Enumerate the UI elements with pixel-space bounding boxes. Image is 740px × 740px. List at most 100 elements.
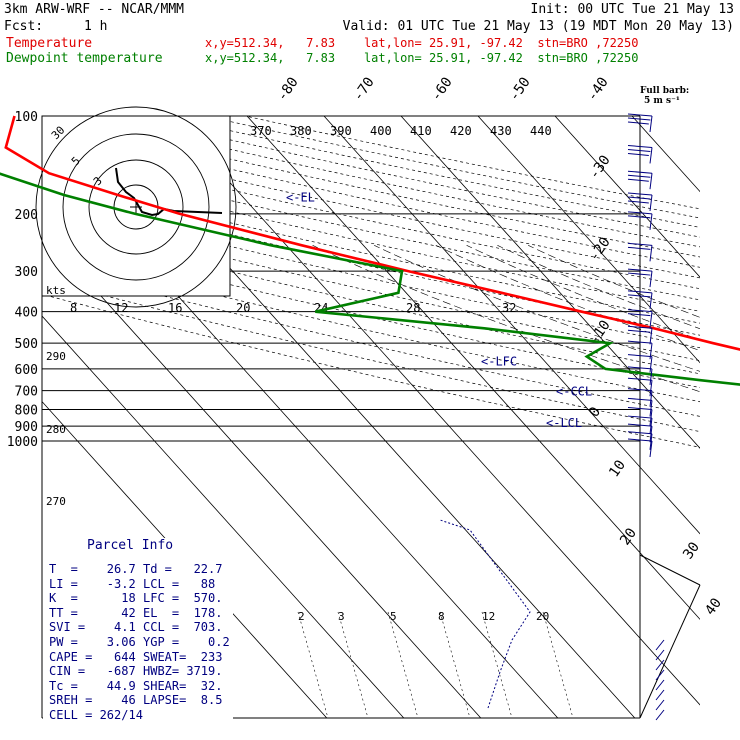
parcel-info-right: HWBZ= 3719. bbox=[143, 664, 223, 679]
parcel-info-right: YGP = 0.2 bbox=[143, 634, 230, 649]
isotherm-line bbox=[323, 116, 700, 535]
isotherm-label-right: 40 bbox=[702, 595, 725, 618]
moist-adiabat-line bbox=[466, 245, 700, 341]
isotherm-label-right: 30 bbox=[680, 539, 703, 562]
isotherm-label-top: -50 bbox=[506, 74, 534, 104]
skew-edge-line bbox=[639, 554, 701, 586]
parcel-info-right: SHEAR= 32. bbox=[143, 678, 223, 693]
temperature-field-label: Temperature bbox=[6, 36, 93, 51]
wind-barb-staff bbox=[655, 639, 665, 651]
mixing-ratio-label: 2 bbox=[298, 610, 305, 623]
wind-barb-staff bbox=[655, 659, 665, 671]
temperature-line bbox=[4, 115, 740, 351]
wind-barb-flag bbox=[627, 366, 653, 370]
barb-legend-line2: 5 m s⁻¹ bbox=[644, 96, 680, 106]
moist-adiabat-line bbox=[497, 245, 700, 330]
pressure-label: 900 bbox=[15, 420, 38, 435]
wind-barb-flag bbox=[627, 117, 651, 121]
parcel-info-row: Tc = 44.9 SHEAR= 32. bbox=[49, 679, 233, 694]
wind-barb-staff bbox=[649, 292, 653, 309]
parcel-info-left: LI = -3.2 bbox=[49, 576, 136, 591]
mixing-ratio-label: 3 bbox=[338, 610, 345, 623]
dewpoint-location: x,y=512.34, 7.83 lat,lon= 25.91, -97.42 … bbox=[205, 51, 639, 65]
dewpoint-field-label: Dewpoint temperature bbox=[6, 51, 163, 66]
wind-barb-flag bbox=[627, 377, 653, 381]
theta-label: 410 bbox=[410, 124, 432, 138]
parcel-info-right: SWEAT= 233 bbox=[143, 649, 223, 664]
dry-adiabat-line bbox=[205, 116, 700, 219]
isotherm-label-top: -60 bbox=[428, 74, 456, 104]
isotherm-line bbox=[554, 116, 700, 278]
pressure-label: 200 bbox=[15, 208, 38, 223]
wind-barb-flag bbox=[627, 211, 653, 215]
parcel-info-row: SVI = 4.1 CCL = 703. bbox=[49, 620, 233, 635]
moist-adiabat-line bbox=[528, 245, 700, 318]
skew-edge-line bbox=[639, 584, 701, 719]
temperature-location: x,y=512.34, 7.83 lat,lon= 25.91, -97.42 … bbox=[205, 36, 639, 50]
wind-barb-flag bbox=[627, 325, 653, 329]
hodograph-speed-label: kts bbox=[46, 284, 66, 297]
speed-scale-label: 20 bbox=[236, 301, 250, 315]
theta-label: 380 bbox=[290, 124, 312, 138]
moist-adiabat-line bbox=[435, 245, 700, 351]
isotherm-label-right: 10 bbox=[606, 457, 629, 480]
parcel-info-left: PW = 3.06 bbox=[49, 634, 136, 649]
wind-barb-flag bbox=[627, 170, 653, 174]
theta-label: 370 bbox=[250, 124, 272, 138]
isotherm-line bbox=[477, 116, 700, 364]
pressure-label: 400 bbox=[15, 306, 38, 321]
wind-barb-flag bbox=[627, 192, 653, 196]
parcel-info-row: LI = -3.2 LCL = 88 bbox=[49, 577, 233, 592]
hodograph-ring bbox=[88, 159, 184, 255]
parcel-info-row: CAPE = 644 SWEAT= 233 bbox=[49, 650, 233, 665]
wind-barb-staff bbox=[649, 356, 653, 373]
parcel-info-left: CAPE = 644 bbox=[49, 649, 136, 664]
isotherm-label-right: 0 bbox=[586, 404, 604, 420]
theta-left-label: 290 bbox=[46, 350, 66, 363]
pressure-label: 100 bbox=[15, 110, 38, 125]
wind-barb-flag bbox=[627, 309, 653, 313]
isotherm-label-top: -40 bbox=[584, 74, 612, 104]
parcel-info-row: TT = 42 EL = 178. bbox=[49, 606, 233, 621]
wind-barb-flag bbox=[627, 397, 653, 401]
mixing-ratio-line bbox=[337, 611, 369, 718]
parcel-level-label: <-CCL bbox=[556, 384, 592, 398]
wind-barb-flag bbox=[627, 290, 653, 294]
wind-barb-flag bbox=[627, 144, 653, 148]
parcel-info-row: T = 26.7 Td = 22.7 bbox=[49, 562, 233, 577]
parcel-info-left: CIN = -687 bbox=[49, 664, 136, 679]
parcel-path bbox=[439, 519, 531, 709]
theta-label: 400 bbox=[370, 124, 392, 138]
dry-adiabat-line bbox=[42, 279, 700, 432]
wind-barb-staff bbox=[649, 245, 653, 262]
parcel-info-row: SREH = 46 LAPSE= 8.5 bbox=[49, 693, 233, 708]
dry-adiabat-line bbox=[42, 124, 700, 268]
wind-barb-flag bbox=[627, 354, 653, 358]
fcst-value: 1 h bbox=[84, 19, 108, 34]
isotherm-label-right: 20 bbox=[617, 525, 640, 548]
parcel-info-left: SREH = 46 bbox=[49, 693, 136, 708]
mixing-ratio-label: 8 bbox=[438, 610, 445, 623]
parcel-info-right: LFC = 570. bbox=[143, 591, 223, 606]
isotherm-line bbox=[42, 315, 405, 718]
parcel-info-row: CIN = -687 HWBZ= 3719. bbox=[49, 664, 233, 679]
wind-barb-flag bbox=[627, 423, 653, 427]
parcel-info-left: SVI = 4.1 bbox=[49, 620, 136, 635]
wind-barb-flag bbox=[627, 174, 651, 178]
speed-scale-label: 28 bbox=[406, 301, 420, 315]
isotherm-line bbox=[709, 116, 740, 718]
wind-barb-flag bbox=[627, 200, 649, 204]
wind-barb-staff bbox=[649, 311, 653, 328]
theta-label: 420 bbox=[450, 124, 472, 138]
barb-legend-line1: Full barb: bbox=[640, 86, 690, 96]
mixing-ratio-line bbox=[297, 611, 329, 718]
isotherm-line bbox=[42, 229, 482, 718]
wind-barb-staff bbox=[655, 649, 665, 661]
wind-barb-flag bbox=[627, 242, 653, 246]
theta-left-label: 280 bbox=[46, 423, 66, 436]
wind-barb-flag bbox=[627, 431, 653, 435]
dry-adiabat-line bbox=[42, 166, 700, 312]
parcel-info-left: CELL = 262/14 bbox=[49, 707, 143, 722]
mixing-ratio-label: 12 bbox=[482, 610, 495, 623]
